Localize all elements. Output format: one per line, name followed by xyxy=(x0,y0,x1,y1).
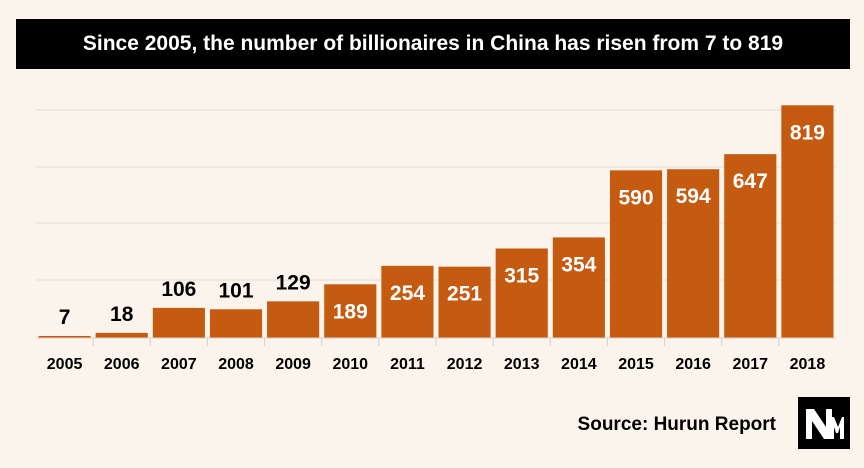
logo xyxy=(798,397,850,449)
tick-label-2007: 2007 xyxy=(161,356,197,373)
data-label-2018: 819 xyxy=(790,121,825,144)
bars xyxy=(38,105,834,338)
chart-title: Since 2005, the number of billionaires i… xyxy=(16,19,850,69)
data-label-2013: 315 xyxy=(504,264,539,287)
bar-2013 xyxy=(495,248,548,338)
tick-label-2009: 2009 xyxy=(275,356,311,373)
data-label-2017: 647 xyxy=(733,170,768,193)
data-label-2005: 7 xyxy=(59,306,71,329)
bar-2006 xyxy=(95,332,148,338)
tick-label-2017: 2017 xyxy=(732,356,768,373)
bar-2016 xyxy=(667,169,720,338)
tick-label-2016: 2016 xyxy=(675,356,711,373)
tick-label-2010: 2010 xyxy=(332,356,368,373)
data-label-2015: 590 xyxy=(618,186,653,209)
bar-2012 xyxy=(438,266,491,338)
bar-2015 xyxy=(609,170,663,338)
tick-label-2012: 2012 xyxy=(447,356,483,373)
bar-2007 xyxy=(152,307,205,338)
logo-n-mark xyxy=(806,409,832,439)
x-axis: 2005 2006 2007 2008 2009 2010 2011 2012 2013 2014… xyxy=(36,337,836,373)
bar-2010 xyxy=(324,284,377,338)
data-label-2011: 254 xyxy=(390,282,425,305)
logo-m-mark xyxy=(828,417,844,439)
value-labels: 7 18 106 101 129 189 254 251 315 354 590 594 647 819 xyxy=(59,121,825,329)
tick-label-2015: 2015 xyxy=(618,356,654,373)
bar-chart: 2005 2006 2007 2008 2009 2010 2011 2012 2013 2014… xyxy=(36,105,836,373)
data-label-2008: 101 xyxy=(218,279,253,302)
data-label-2007: 106 xyxy=(161,278,196,301)
tick-label-2011: 2011 xyxy=(390,356,425,373)
bar-2009 xyxy=(267,301,320,338)
bar-2017 xyxy=(724,154,777,338)
data-label-2009: 129 xyxy=(276,271,311,294)
bar-2005 xyxy=(38,336,91,338)
tick-label-2005: 2005 xyxy=(47,356,83,373)
bar-2018 xyxy=(781,105,834,338)
data-label-2016: 594 xyxy=(676,185,711,208)
tick-label-2014: 2014 xyxy=(561,356,597,373)
data-label-2010: 189 xyxy=(333,300,368,323)
tick-label-2013: 2013 xyxy=(504,356,540,373)
data-label-2012: 251 xyxy=(447,283,482,306)
bar-2011 xyxy=(381,265,434,338)
bar-2014 xyxy=(552,237,605,338)
data-label-2014: 354 xyxy=(561,253,596,276)
tick-label-2018: 2018 xyxy=(790,356,826,373)
bar-2008 xyxy=(209,309,263,338)
source-note: Source: Hurun Report xyxy=(577,414,776,435)
tick-label-2006: 2006 xyxy=(104,356,140,373)
data-label-2006: 18 xyxy=(110,303,134,326)
tick-label-2008: 2008 xyxy=(218,356,254,373)
